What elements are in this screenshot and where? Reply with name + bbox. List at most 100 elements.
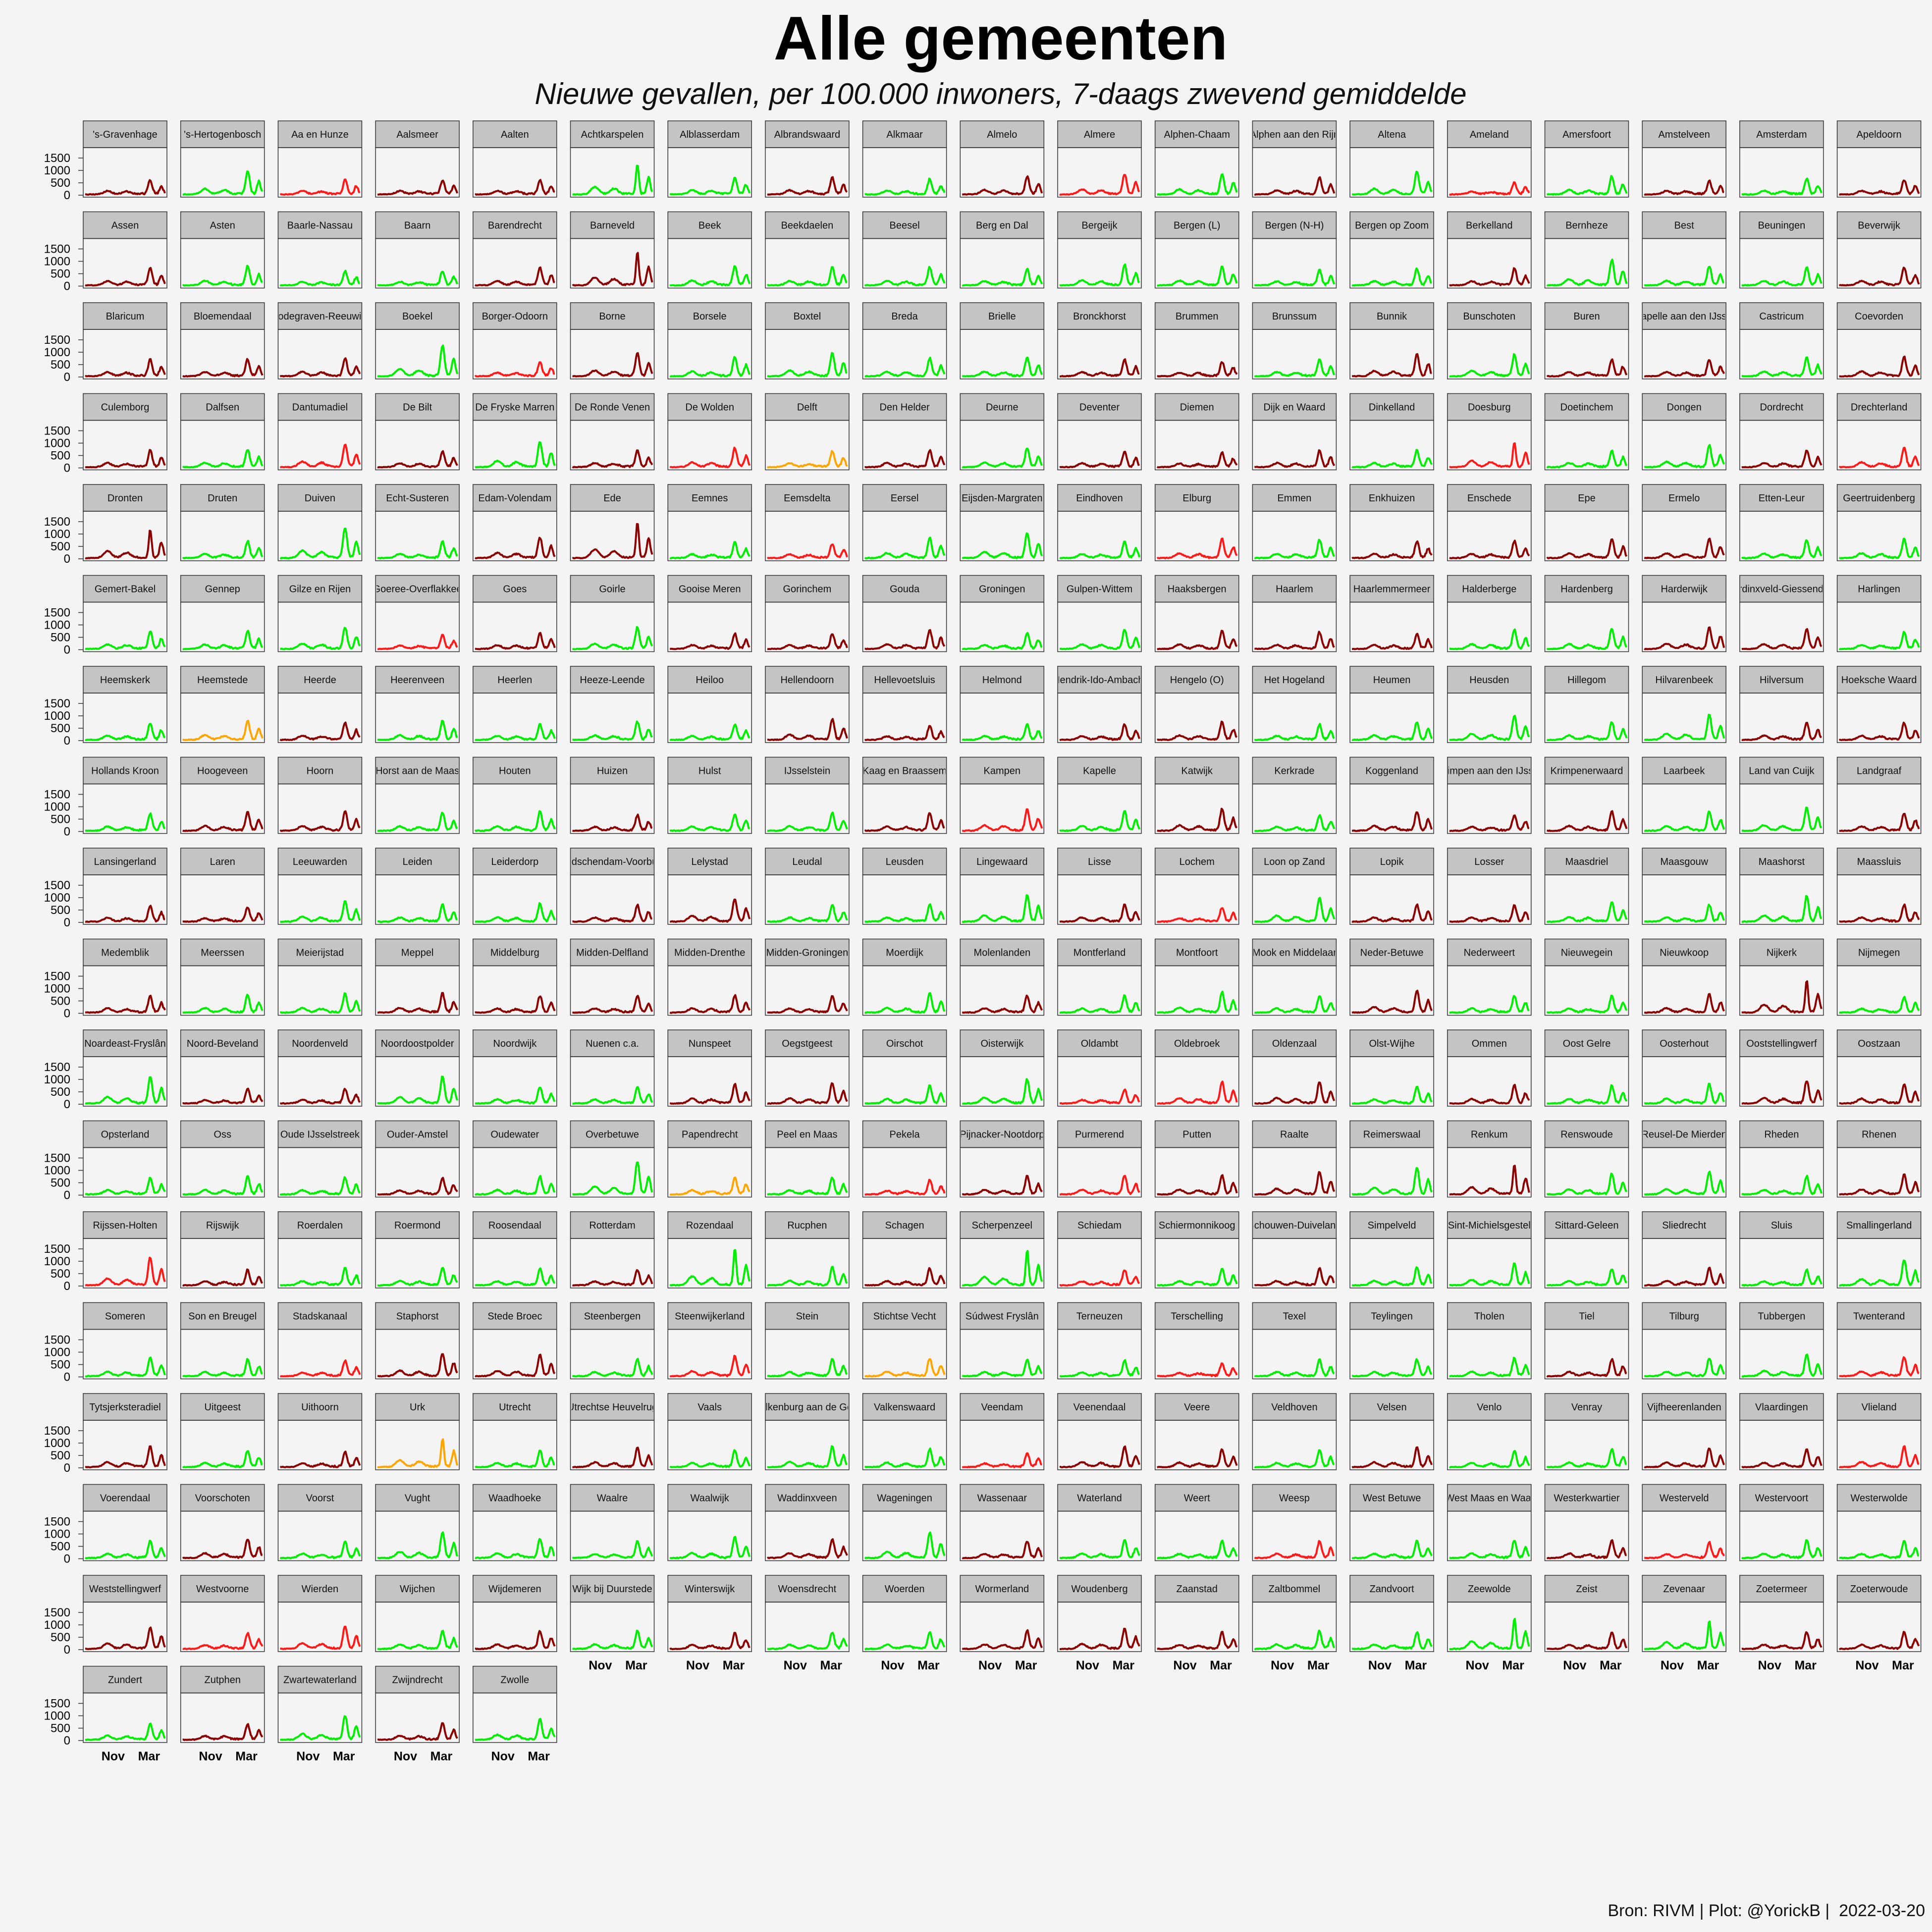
panel-title: Lingewaard [976,857,1027,867]
panel-strip [1349,756,1434,785]
panel-title: Aalsmeer [396,129,438,140]
series-line [1449,904,1529,923]
panel-title: Schagen [885,1220,924,1231]
panel: Tilburg [1642,1302,1726,1380]
panel-title: Amsterdam [1756,129,1807,140]
panel-plot-area [1057,1056,1142,1107]
panel-strip [1349,1393,1434,1421]
series-line [1547,810,1628,832]
panel-plot-area [1447,147,1532,198]
y-tick-label: 1500 [44,333,70,347]
panel-strip [1544,575,1629,603]
panel-strip [1057,1302,1142,1330]
x-tick-label: Mar [1502,1659,1524,1672]
panel-plot-area [570,693,655,743]
series-line [1644,1448,1725,1468]
panel-title: Twenterand [1853,1311,1905,1322]
panel: Haarlem [1252,575,1337,652]
series-line [1059,263,1140,287]
panel-plot-area [1544,601,1629,652]
panel-title: Wijdemeren [488,1584,541,1595]
panel-strip [277,302,363,330]
panel-strip [375,848,460,875]
panel-strip [765,211,850,239]
panel-plot-area [862,783,947,834]
panel-title: Heerenveen [390,675,444,686]
panel-title: Gulpen-Wittem [1067,584,1132,595]
panel-title: Emmen [1277,493,1311,504]
panel-plot-area [1447,1056,1532,1107]
panel-strip [473,120,557,148]
panel-plot-area [1739,693,1824,743]
panel-title: Echt-Susteren [386,493,449,504]
series-line [962,1358,1043,1378]
y-tick-label: 0 [64,189,70,202]
y-tick-label: 0 [64,1461,70,1475]
panel-strip [1154,1302,1239,1330]
panel: Valkenburg aan de Geul [765,1393,850,1470]
panel-strip [277,1302,363,1330]
panel-title: Venlo [1477,1402,1502,1413]
panel-plot-area [1739,601,1824,652]
panel-title: Hellendoorn [780,675,834,686]
panel: Leiderdorp [473,848,557,925]
panel-plot-area [1642,1147,1726,1198]
panel: Neder-Betuwe [1349,938,1434,1016]
panel-strip [1252,1029,1337,1057]
panel-title: Land van Cuijk [1749,766,1815,777]
panel: Houten [473,756,557,834]
panel-strip [1057,211,1142,239]
series-line [962,1629,1043,1650]
panel-strip [83,1120,167,1148]
panel: Oude IJsselstreek [277,1120,363,1198]
panel: Nuenen c.a. [570,1029,655,1107]
panel-title: Kampen [984,766,1021,777]
panel: Veenendaal [1057,1393,1142,1470]
panel-strip [1154,1029,1239,1057]
panel-strip [83,1484,167,1512]
x-tick-label: Mar [1697,1659,1719,1672]
panel-plot-area [1739,1602,1824,1652]
series-line [280,1450,361,1468]
panel-strip [1252,1393,1337,1421]
panel-title: Reimerswaal [1363,1129,1421,1140]
series-line [280,443,361,469]
series-line [85,1356,166,1378]
panel-title: Borne [599,311,625,322]
panel-strip [180,484,265,512]
panel-title: Nederweert [1464,948,1515,959]
panel-strip [1739,1211,1824,1239]
series-line [85,723,166,741]
panel-plot-area [765,1056,850,1107]
panel-title: Middelburg [490,948,539,959]
panel-title: Bergen op Zoom [1355,220,1429,231]
panel-strip [765,848,850,875]
panel: West Maas en Waal [1447,1484,1532,1561]
panel-title: Oldambt [1081,1038,1119,1049]
panel-strip [1642,120,1726,148]
series-line [1741,1448,1823,1468]
panel-strip [960,1302,1045,1330]
panel-plot-area [1154,420,1239,471]
panel: Beuningen [1739,211,1824,289]
panel-title: Son en Breugel [188,1311,257,1322]
panel: Heerenveen [375,666,460,743]
panel-plot-area [570,1238,655,1288]
panel-title: Roosendaal [488,1220,541,1231]
panel-plot-area [1252,1510,1337,1561]
panel-strip [570,393,655,421]
panel-plot-area [180,783,265,834]
series-line [669,813,751,832]
panel-strip [1836,393,1922,421]
series-line [1059,810,1140,832]
panel-title: Steenwijkerland [675,1311,745,1322]
panel-title: Heiloo [696,675,724,686]
series-line [474,810,556,832]
panel-title: Terschelling [1171,1311,1223,1322]
panel-plot-area [862,1329,947,1380]
series-line [377,1353,458,1378]
series-line [767,266,848,287]
series-line [1741,980,1823,1014]
